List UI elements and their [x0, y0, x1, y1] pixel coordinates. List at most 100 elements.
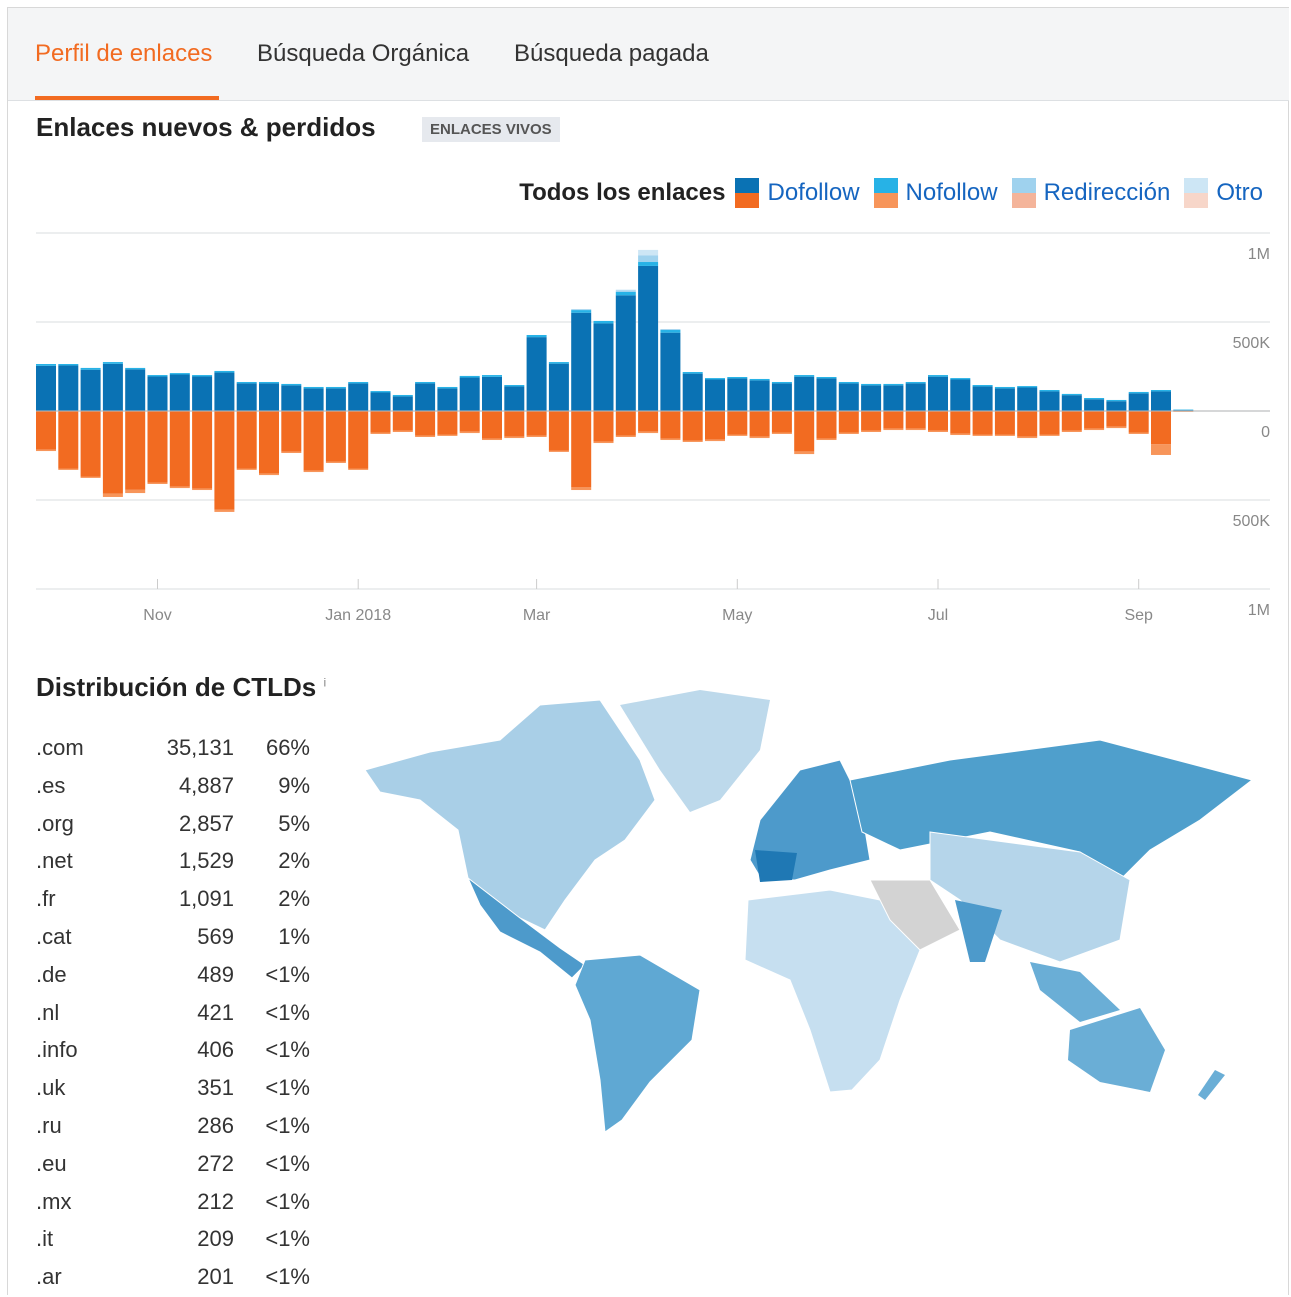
- x-tick-label: May: [722, 607, 752, 624]
- bar-segment-lost: [392, 430, 413, 433]
- bar-segment-lost: [682, 411, 703, 441]
- bar-segment: [36, 364, 56, 366]
- percent: 2%: [278, 848, 310, 874]
- bar-segment-lost: [883, 411, 904, 429]
- y-tick-label: 500K: [1233, 513, 1271, 530]
- bar-segment-lost: [169, 411, 190, 487]
- bar-segment: [749, 380, 770, 411]
- table-row: .it 209 <1%: [36, 1222, 312, 1258]
- bar-segment-lost: [816, 411, 837, 439]
- mexico: [467, 877, 586, 979]
- bar-segment: [370, 391, 391, 393]
- bar-segment: [660, 330, 681, 333]
- bar-segment-lost: [950, 411, 971, 434]
- bar-segment: [638, 265, 659, 411]
- bar-segment-lost: [459, 411, 480, 432]
- active-tab-underline: [35, 96, 219, 100]
- percent: <1%: [265, 1188, 310, 1214]
- section-title-text: Distribución de CTLDs: [36, 672, 317, 702]
- bar-segment-lost: [482, 438, 502, 441]
- percent: <1%: [265, 1037, 310, 1063]
- bar-segment: [615, 291, 636, 296]
- bar-segment: [147, 375, 168, 377]
- bar-segment-lost: [638, 411, 659, 432]
- bar-segment: [125, 369, 146, 411]
- domain: .nl: [36, 999, 60, 1025]
- x-tick-label: Mar: [523, 607, 551, 624]
- tab[interactable]: Búsqueda pagada: [514, 40, 709, 67]
- bar-segment-lost: [80, 476, 101, 478]
- legend-swatch: [873, 178, 898, 208]
- legend: Todos los enlaces Dofollow Nofollow Redirec…: [519, 178, 1269, 208]
- count: 569: [197, 924, 234, 949]
- bar-segment: [727, 378, 748, 411]
- bar-segment-lost: [883, 428, 904, 431]
- bar-segment: [1017, 387, 1038, 411]
- tab[interactable]: Perfil de enlaces: [35, 40, 213, 67]
- bar-segment-lost: [392, 411, 413, 431]
- bar-segment-lost: [705, 439, 725, 442]
- table-row: .fr 1,091 2%: [36, 882, 312, 918]
- y-tick-label: 1M: [1248, 246, 1270, 263]
- bar-segment-lost: [548, 411, 569, 451]
- bar-segment-lost: [259, 411, 279, 474]
- world-map: [364, 690, 1254, 1133]
- spain: [755, 850, 797, 882]
- info-icon[interactable]: i: [323, 675, 327, 690]
- bar-segment-lost: [1128, 411, 1149, 433]
- domain: .ar: [36, 1264, 62, 1290]
- bar-segment-lost: [459, 431, 480, 434]
- bar-segment: [102, 362, 123, 364]
- bar-segment-lost: [192, 488, 213, 491]
- bar-segment: [1106, 401, 1127, 411]
- bar-segment-lost: [303, 411, 324, 471]
- bar-segment-lost: [192, 411, 213, 489]
- asia: [929, 831, 1131, 963]
- bar-segment: [771, 383, 792, 411]
- bar-segment-lost: [504, 411, 525, 437]
- bar-segment-lost: [615, 435, 636, 437]
- bar-segment-lost: [838, 411, 859, 433]
- bar-segment-lost: [1061, 411, 1082, 431]
- bar-segment: [638, 262, 659, 266]
- bar-segment: [794, 376, 815, 411]
- bar-segment: [526, 334, 547, 338]
- x-tick-label: Nov: [143, 607, 171, 624]
- bar-segment-lost: [571, 487, 592, 491]
- bar-segment-lost: [1151, 411, 1171, 445]
- count: 406: [197, 1037, 234, 1063]
- table-row: .ar 201 <1%: [36, 1260, 312, 1296]
- bar-segment-lost: [281, 411, 302, 452]
- bar-segment: [905, 381, 926, 384]
- bar-segment-lost: [548, 450, 569, 452]
- bar-segment: [660, 332, 681, 411]
- bar-segment-lost: [147, 482, 168, 484]
- legend-label: Redirección: [1043, 179, 1171, 206]
- bar-segment-lost: [1084, 411, 1105, 429]
- bar-segment: [259, 383, 279, 411]
- bar-segment-lost: [1017, 411, 1038, 437]
- bar-segment-lost: [214, 509, 235, 512]
- table-row: .net 1,529 2%: [36, 844, 312, 880]
- bar-segment-lost: [615, 411, 636, 436]
- bar-segment-lost: [169, 486, 190, 489]
- tab[interactable]: Búsqueda Orgánica: [257, 40, 470, 67]
- russia: [849, 739, 1254, 881]
- count: 35,131: [166, 735, 234, 760]
- bar-segment: [437, 388, 458, 411]
- bar-segment: [58, 365, 79, 411]
- percent: <1%: [265, 1150, 310, 1176]
- bar-segment: [571, 312, 592, 411]
- australia: [1068, 1008, 1165, 1092]
- bar-segment: [771, 381, 792, 384]
- bar-segment: [682, 372, 703, 374]
- bar-segment: [147, 376, 168, 411]
- bar-segment-lost: [660, 411, 681, 439]
- bar-segment: [348, 383, 369, 411]
- bar-segment-lost: [749, 436, 770, 439]
- badge: ENLACES VIVOS: [422, 117, 560, 142]
- count: 351: [197, 1075, 234, 1101]
- bar-segment-lost: [705, 411, 725, 440]
- bar-segment: [58, 364, 79, 366]
- bar-segment-lost: [370, 432, 391, 434]
